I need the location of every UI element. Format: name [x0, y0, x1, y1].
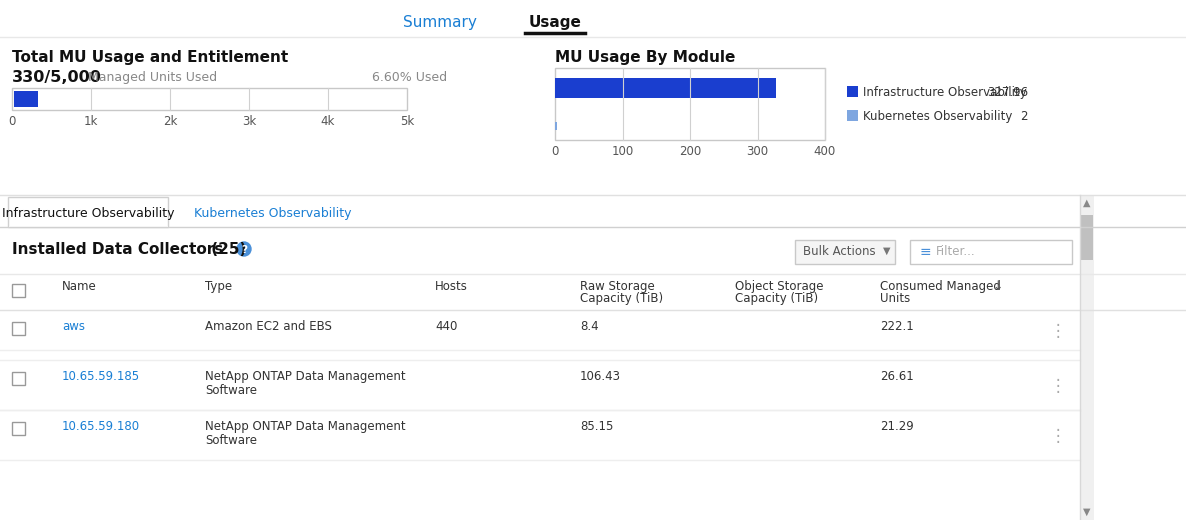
Text: Units: Units	[880, 292, 910, 305]
Text: 440: 440	[435, 320, 458, 333]
Text: Usage: Usage	[529, 15, 581, 30]
Text: 106.43: 106.43	[580, 370, 621, 383]
Circle shape	[237, 242, 251, 256]
Text: 200: 200	[678, 145, 701, 158]
Text: ▼: ▼	[884, 246, 891, 256]
Text: ⋮: ⋮	[1050, 377, 1066, 395]
Bar	[847, 110, 857, 121]
Text: 26.61: 26.61	[880, 370, 913, 383]
Text: 5k: 5k	[400, 115, 414, 128]
Text: Filter...: Filter...	[936, 245, 976, 258]
Text: Software: Software	[205, 384, 257, 397]
Text: 0: 0	[8, 115, 15, 128]
Bar	[795, 240, 895, 264]
Text: Type: Type	[205, 280, 232, 293]
Text: 10.65.59.180: 10.65.59.180	[62, 420, 140, 433]
Bar	[555, 122, 557, 130]
Text: ▼: ▼	[1083, 507, 1091, 517]
Text: 100: 100	[611, 145, 633, 158]
Bar	[1080, 195, 1093, 520]
Bar	[12, 284, 25, 297]
Text: 300: 300	[746, 145, 769, 158]
Text: Raw Storage: Raw Storage	[580, 280, 655, 293]
Text: 4k: 4k	[320, 115, 336, 128]
Text: Total MU Usage and Entitlement: Total MU Usage and Entitlement	[12, 50, 288, 65]
Text: 3k: 3k	[242, 115, 256, 128]
Text: 2k: 2k	[162, 115, 177, 128]
Text: 8.4: 8.4	[580, 320, 599, 333]
Text: 0: 0	[551, 145, 559, 158]
Text: MU Usage By Module: MU Usage By Module	[555, 50, 735, 65]
Text: ?: ?	[241, 245, 247, 255]
Text: ↓: ↓	[991, 280, 1002, 293]
Text: ⋮: ⋮	[1050, 322, 1066, 340]
Text: 2: 2	[1020, 110, 1028, 123]
Text: (25): (25)	[206, 242, 247, 257]
Text: Bulk Actions: Bulk Actions	[803, 245, 875, 258]
Text: 222.1: 222.1	[880, 320, 913, 333]
Text: Hosts: Hosts	[435, 280, 467, 293]
Text: ▲: ▲	[1083, 198, 1091, 208]
Text: aws: aws	[62, 320, 85, 333]
Bar	[12, 422, 25, 435]
Bar	[12, 372, 25, 385]
Text: Consumed Managed: Consumed Managed	[880, 280, 1001, 293]
Text: 21.29: 21.29	[880, 420, 913, 433]
Text: Capacity (TiB): Capacity (TiB)	[735, 292, 818, 305]
Bar	[8, 197, 168, 227]
Text: 6.60% Used: 6.60% Used	[372, 71, 447, 84]
Bar	[1080, 215, 1093, 260]
Text: Capacity (TiB): Capacity (TiB)	[580, 292, 663, 305]
Bar	[12, 322, 25, 335]
Text: Infrastructure Observability: Infrastructure Observability	[863, 86, 1027, 99]
Bar	[555, 78, 777, 98]
Text: Name: Name	[62, 280, 97, 293]
Text: Software: Software	[205, 434, 257, 447]
Bar	[9, 226, 168, 228]
Text: Amazon EC2 and EBS: Amazon EC2 and EBS	[205, 320, 332, 333]
Text: 330/5,000: 330/5,000	[12, 70, 102, 85]
Text: NetApp ONTAP Data Management: NetApp ONTAP Data Management	[205, 370, 406, 383]
Bar	[14, 91, 38, 107]
Text: Managed Units Used: Managed Units Used	[84, 71, 217, 84]
Bar	[847, 86, 857, 97]
Bar	[555, 68, 825, 140]
Text: Installed Data Collectors: Installed Data Collectors	[12, 242, 223, 257]
Text: Object Storage: Object Storage	[735, 280, 823, 293]
Text: 10.65.59.185: 10.65.59.185	[62, 370, 140, 383]
Text: Infrastructure Observability: Infrastructure Observability	[1, 206, 174, 219]
Text: ≡: ≡	[920, 245, 932, 259]
Bar	[12, 88, 407, 110]
Text: 327.96: 327.96	[987, 86, 1028, 99]
Text: NetApp ONTAP Data Management: NetApp ONTAP Data Management	[205, 420, 406, 433]
Text: ⋮: ⋮	[1050, 427, 1066, 445]
Text: Summary: Summary	[403, 15, 477, 30]
Text: 1k: 1k	[84, 115, 98, 128]
Text: 400: 400	[814, 145, 836, 158]
Text: Kubernetes Observability: Kubernetes Observability	[863, 110, 1013, 123]
Bar	[910, 240, 1072, 264]
Text: Kubernetes Observability: Kubernetes Observability	[195, 206, 352, 219]
Text: 85.15: 85.15	[580, 420, 613, 433]
